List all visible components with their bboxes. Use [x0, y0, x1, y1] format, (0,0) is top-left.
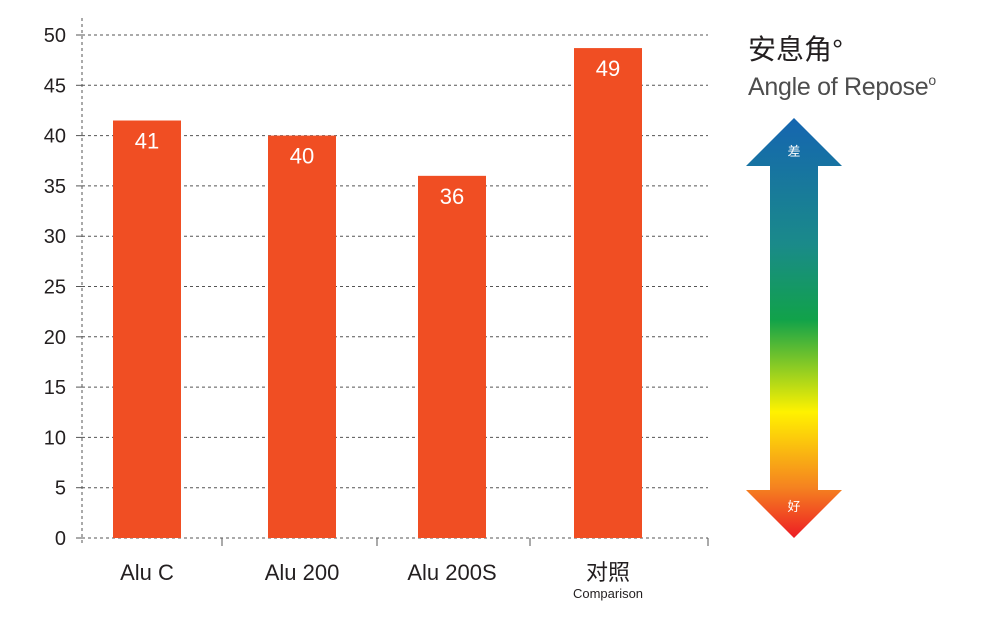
- y-tick-label: 15: [44, 377, 66, 399]
- y-tick-label: 35: [44, 176, 66, 198]
- double-arrow-shape: [746, 118, 842, 538]
- data-label: 41: [135, 129, 159, 154]
- x-category-label: Alu C: [120, 560, 174, 585]
- y-tick-label: 25: [44, 277, 66, 299]
- y-tick-label: 20: [44, 327, 66, 349]
- y-tick-label: 0: [55, 528, 66, 550]
- y-tick-label: 30: [44, 226, 66, 248]
- y-tick-label: 50: [44, 25, 66, 47]
- x-category-label: Alu 200: [265, 560, 340, 585]
- bars: [113, 48, 642, 538]
- bar: [268, 135, 336, 538]
- data-labels: 41 40 36 49: [135, 56, 620, 209]
- quality-scale-arrow: 差 好: [746, 118, 842, 538]
- bar-chart: 0 5 10 15 20 25 30 35 40 45 50 Alu C Alu 200 Alu 200…: [44, 18, 709, 601]
- gridlines: [82, 34, 708, 489]
- y-axis: 0 5 10 15 20 25 30 35 40 45 50: [44, 18, 83, 550]
- legend-title-chinese: 安息角°: [748, 34, 844, 65]
- y-tick-label: 45: [44, 75, 66, 97]
- legend-title-english: Angle of Reposeo: [748, 72, 936, 102]
- y-tick-label: 40: [44, 126, 66, 148]
- bar: [113, 120, 181, 538]
- legend-title-english-text: Angle of Repose: [748, 73, 929, 101]
- bar: [418, 175, 486, 538]
- data-label: 40: [290, 144, 314, 169]
- x-category-sublabel: Comparison: [573, 586, 643, 601]
- y-tick-label: 10: [44, 427, 66, 449]
- arrow-top-label: 差: [787, 145, 800, 160]
- degree-superscript: o: [928, 72, 936, 88]
- arrow-bottom-label: 好: [787, 500, 800, 515]
- bar: [574, 48, 642, 538]
- x-category-label: Alu 200S: [407, 560, 496, 585]
- x-category-label: 对照: [586, 560, 630, 585]
- y-tick-label: 5: [55, 478, 66, 500]
- data-label: 49: [596, 56, 620, 81]
- data-label: 36: [440, 184, 464, 209]
